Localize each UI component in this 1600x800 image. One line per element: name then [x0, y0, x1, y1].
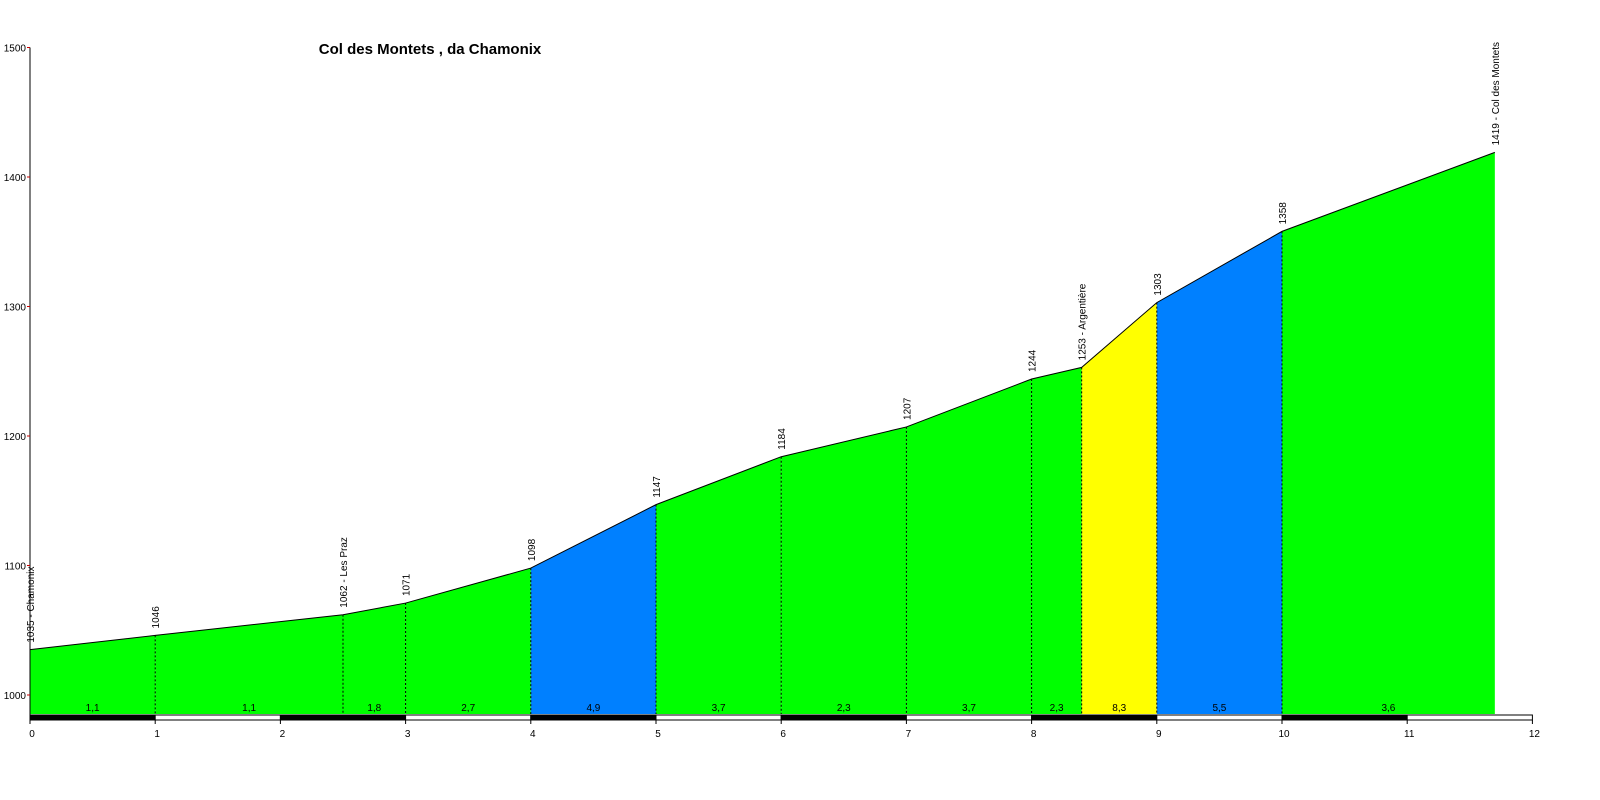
point-label-4: 1098 [527, 538, 538, 561]
gradient-label-6: 2,3 [837, 703, 851, 714]
gradient-label-4: 4,9 [586, 703, 600, 714]
profile-outline [29, 151, 1496, 651]
segment-dividers [154, 231, 1283, 714]
ruler-band-7 [905, 714, 1033, 721]
ruler-band-9 [1156, 714, 1283, 721]
ruler-band-1 [154, 714, 281, 721]
x-tick-label-9: 9 [1156, 729, 1162, 740]
ruler-band-11 [1406, 714, 1533, 721]
distance-ruler [29, 714, 1533, 724]
gradient-label-2: 1,8 [367, 703, 381, 714]
x-tick-label-10: 10 [1278, 729, 1290, 740]
y-tick-label-4: 1400 [4, 173, 27, 184]
ruler-band-2 [279, 714, 407, 721]
point-label-1: 1046 [151, 606, 162, 629]
x-tick-label-8: 8 [1031, 729, 1037, 740]
x-tick-label-12: 12 [1529, 729, 1541, 740]
gradient-label-3: 2,7 [461, 703, 475, 714]
gradient-label-8: 2,3 [1050, 703, 1064, 714]
x-tick-label-7: 7 [906, 729, 912, 740]
segment-area-10 [1156, 231, 1282, 714]
y-tick-label-1: 1100 [4, 562, 26, 573]
point-labels: 1035 - Chamonix 1046 1062 - Les Praz 1071 10… [26, 42, 1502, 643]
x-tick-label-3: 3 [405, 729, 411, 740]
point-label-0: 1035 - Chamonix [26, 567, 37, 643]
point-label-10: 1303 [1153, 273, 1164, 296]
point-label-7: 1207 [902, 397, 913, 420]
gradient-labels: 1,1 1,1 1,8 2,7 4,9 3,7 2,3 3,7 2,3 8,3 5,5 3,6 [86, 703, 1396, 714]
segment-area-0 [30, 635, 156, 714]
segment-area-2 [343, 603, 406, 714]
segment-area-9 [1081, 302, 1157, 714]
axes [27, 47, 31, 721]
point-label-11: 1358 [1278, 202, 1289, 225]
gradient-label-5: 3,7 [712, 703, 726, 714]
segment-area-4 [530, 504, 656, 714]
ruler-band-6 [780, 714, 907, 721]
point-label-3: 1071 [402, 573, 413, 596]
segment-area-7 [906, 379, 1032, 714]
segment-area-8 [1031, 367, 1082, 714]
x-tick-label-1: 1 [154, 729, 160, 740]
gradient-label-1: 1,1 [242, 703, 256, 714]
gradient-label-9: 8,3 [1112, 703, 1126, 714]
point-label-2: 1062 - Les Praz [339, 537, 350, 608]
ruler-band-3 [405, 714, 532, 721]
ruler-band-10 [1281, 714, 1408, 721]
y-tick-label-5: 1500 [4, 44, 27, 55]
y-tick-label-2: 1200 [4, 432, 27, 443]
point-label-12: 1419 - Col des Montets [1491, 42, 1502, 145]
point-label-6: 1184 [777, 428, 788, 450]
segment-area-1 [155, 614, 343, 714]
y-tick-label-3: 1300 [4, 303, 27, 314]
gradient-label-10: 5,5 [1212, 703, 1226, 714]
x-tick-label-5: 5 [655, 729, 661, 740]
x-tick-label-6: 6 [780, 729, 786, 740]
x-tick-labels: 0 1 2 3 4 5 6 7 8 9 10 11 12 [29, 729, 1540, 740]
gradient-label-7: 3,7 [962, 703, 976, 714]
x-tick-label-11: 11 [1404, 729, 1415, 740]
ruler-band-0 [29, 714, 156, 721]
profile-areas [30, 152, 1495, 714]
y-tick-label-0: 1000 [4, 691, 27, 702]
x-tick-label-0: 0 [29, 729, 35, 740]
segment-area-6 [781, 426, 907, 714]
segment-area-5 [656, 456, 782, 714]
ruler-band-4 [530, 714, 657, 721]
point-label-5: 1147 [652, 476, 663, 498]
x-tick-label-4: 4 [530, 729, 536, 740]
ruler-band-5 [655, 714, 782, 721]
y-tick-labels: 1000 1100 1200 1300 1400 1500 [4, 44, 27, 703]
x-tick-label-2: 2 [280, 729, 286, 740]
ruler-band-8 [1031, 714, 1158, 721]
gradient-label-11: 3,6 [1381, 703, 1395, 714]
point-label-8: 1244 [1028, 349, 1039, 372]
point-label-9: 1253 - Argentière [1078, 283, 1089, 360]
gradient-label-0: 1,1 [86, 703, 100, 714]
segment-area-3 [405, 568, 531, 714]
chart-title: Col des Montets , da Chamonix [319, 41, 542, 58]
segment-area-11 [1282, 152, 1495, 714]
